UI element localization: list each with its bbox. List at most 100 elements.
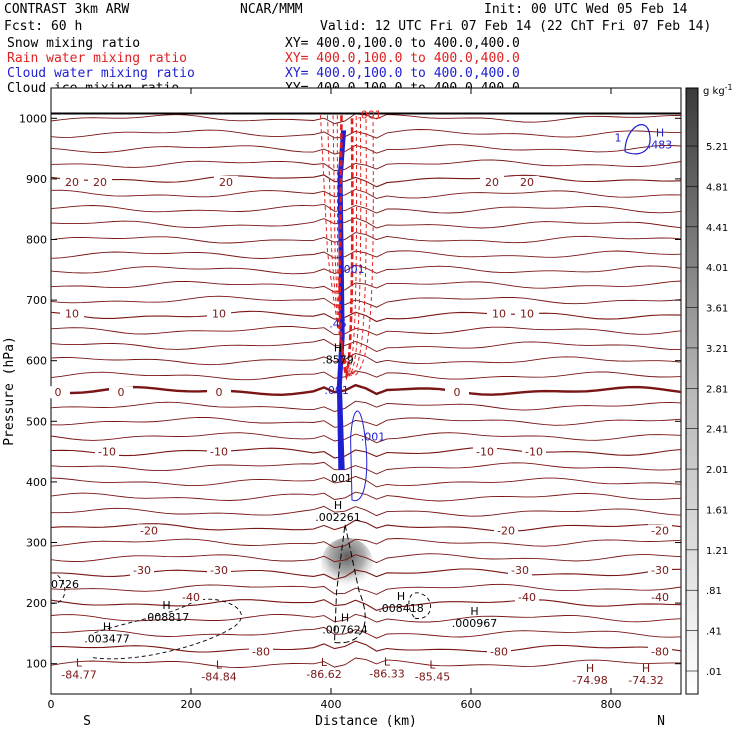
colorbar-label: 3.21 [706, 344, 728, 355]
isotherm-line [50, 174, 682, 188]
isotherm-label: -80 [252, 646, 270, 659]
isotherm-line [50, 583, 682, 595]
isotherm-label-bg [473, 445, 497, 458]
extremum-marker: H [162, 599, 170, 612]
colorbar-label: 4.41 [706, 223, 728, 234]
extremum-value: .000967 [452, 617, 498, 630]
x-tick-label: 600 [461, 698, 482, 711]
isotherm-label: 0 [55, 386, 62, 399]
isotherm-line [50, 416, 682, 428]
isotherm-label-bg [648, 524, 672, 537]
cloud-ice-contour [92, 598, 242, 660]
valid-time: Valid: 12 UTC Fri 07 Feb 14 (22 ChT Fri … [320, 19, 711, 34]
isotherm-label-bg [487, 307, 511, 320]
rain-contour [336, 115, 358, 378]
isotherm-label: 10 [492, 307, 506, 320]
temperature-isotherms [50, 113, 682, 668]
extremum-value: -86.62 [306, 668, 341, 681]
isotherm-label: 10 [65, 307, 79, 320]
extremum-marker: H [397, 590, 405, 603]
isotherm-label: 10 [212, 307, 226, 320]
isotherm-label: -10 [98, 446, 116, 459]
extremum-marker: H [470, 605, 478, 618]
isotherm-label-bg [445, 386, 469, 399]
isotherm-line [50, 432, 682, 444]
isotherm-label-bg [487, 645, 511, 658]
isotherm-line [50, 352, 682, 366]
extremum-marker: L [321, 656, 328, 669]
y-tick-label: 800 [26, 234, 47, 247]
institution-label: NCAR/MMM [240, 2, 303, 17]
hydrometeor-contours [50, 112, 681, 660]
x-tick-label: 400 [321, 698, 342, 711]
extremum-value: -86.33 [369, 668, 404, 681]
isotherm-line [50, 599, 682, 611]
cloud-water-contour [624, 124, 651, 155]
colorbar-label: 1.61 [706, 505, 728, 516]
isotherm-line [50, 491, 682, 502]
contour-value-label: 001 [331, 472, 352, 485]
colorbar-label: .01 [706, 667, 722, 678]
y-tick-label: 700 [26, 294, 47, 307]
init-time: Init: 00 UTC Wed 05 Feb 14 [484, 2, 688, 17]
contour-value-label: 0726 [51, 578, 79, 591]
y-tick-label: 1000 [19, 112, 47, 125]
isotherm-line [50, 338, 681, 352]
colorbar-label: .41 [706, 627, 722, 638]
x-tick-label: 0 [48, 698, 55, 711]
isotherm-label-bg [207, 563, 231, 576]
isotherm-label-bg [648, 591, 672, 604]
isotherm-label-bg [214, 175, 238, 188]
contour-value-label: 001 [344, 263, 365, 276]
y-tick-label: 600 [26, 355, 47, 368]
isotherm-label-bg [480, 175, 504, 188]
isotherm-label-bg [137, 524, 161, 537]
colorbar-label: 2.01 [706, 465, 728, 476]
colorbar: g kg-1 5.21 4.81 4.41 4.01 3.61 3.21 2.81 2.41 2… [685, 83, 733, 695]
isotherm-label: -30 [511, 564, 529, 577]
rain-contour [320, 115, 374, 377]
extremum-value: .002261 [315, 511, 361, 524]
rain-contour [338, 115, 354, 381]
extremum-marker: H [341, 611, 349, 624]
x-end-label-north: N [657, 714, 665, 729]
isotherm-label: 20 [219, 176, 233, 189]
x-tick-label: 200 [181, 698, 202, 711]
forecast-hour: Fcst: 60 h [4, 19, 82, 34]
isotherm-line [50, 538, 682, 549]
rain-contour [327, 115, 367, 377]
isotherm-label: 0 [216, 386, 223, 399]
isotherm-line [50, 280, 682, 293]
extremum-value: .8579 [322, 354, 354, 367]
legend-cloudwater-name: Cloud water mixing ratio [7, 66, 195, 81]
isotherm-line [50, 613, 682, 623]
isotherm-line [50, 217, 682, 229]
contour-value-label: .001 [361, 431, 386, 444]
isotherm-label-bg [207, 445, 231, 458]
isotherm-label-bg [95, 445, 119, 458]
extremum-value: .483 [648, 138, 673, 151]
isotherm-label-bg [60, 175, 84, 188]
colorbar-label: 2.81 [706, 384, 728, 395]
y-tick-label: 900 [26, 173, 47, 186]
isotherm-label-bg [130, 563, 154, 576]
cloud-water-contour [339, 130, 347, 470]
isotherm-line [50, 326, 682, 336]
isotherm-label: -30 [133, 564, 151, 577]
legend-snow-xy: XY= 400.0,100.0 to 400.0,400.0 [285, 36, 520, 51]
isotherm-label-bg [648, 645, 672, 658]
extremum-value: .008418 [378, 602, 424, 615]
isotherm-label: -30 [651, 564, 669, 577]
extremum-marker: H [334, 499, 342, 512]
colorbar-label: 4.81 [706, 182, 728, 193]
extremum-marker: L [76, 657, 83, 670]
y-tick-label: 100 [26, 658, 47, 671]
colorbar-ramp [685, 87, 699, 695]
isotherm-line [50, 657, 681, 668]
y-tick-label: 400 [26, 476, 47, 489]
snow-maximum-plume [321, 537, 373, 590]
legend-rain-xy: XY= 400.0,100.0 to 400.0,400.0 [285, 51, 520, 66]
isotherm-label: 0 [118, 386, 125, 399]
colorbar-label: 5.21 [706, 142, 728, 153]
